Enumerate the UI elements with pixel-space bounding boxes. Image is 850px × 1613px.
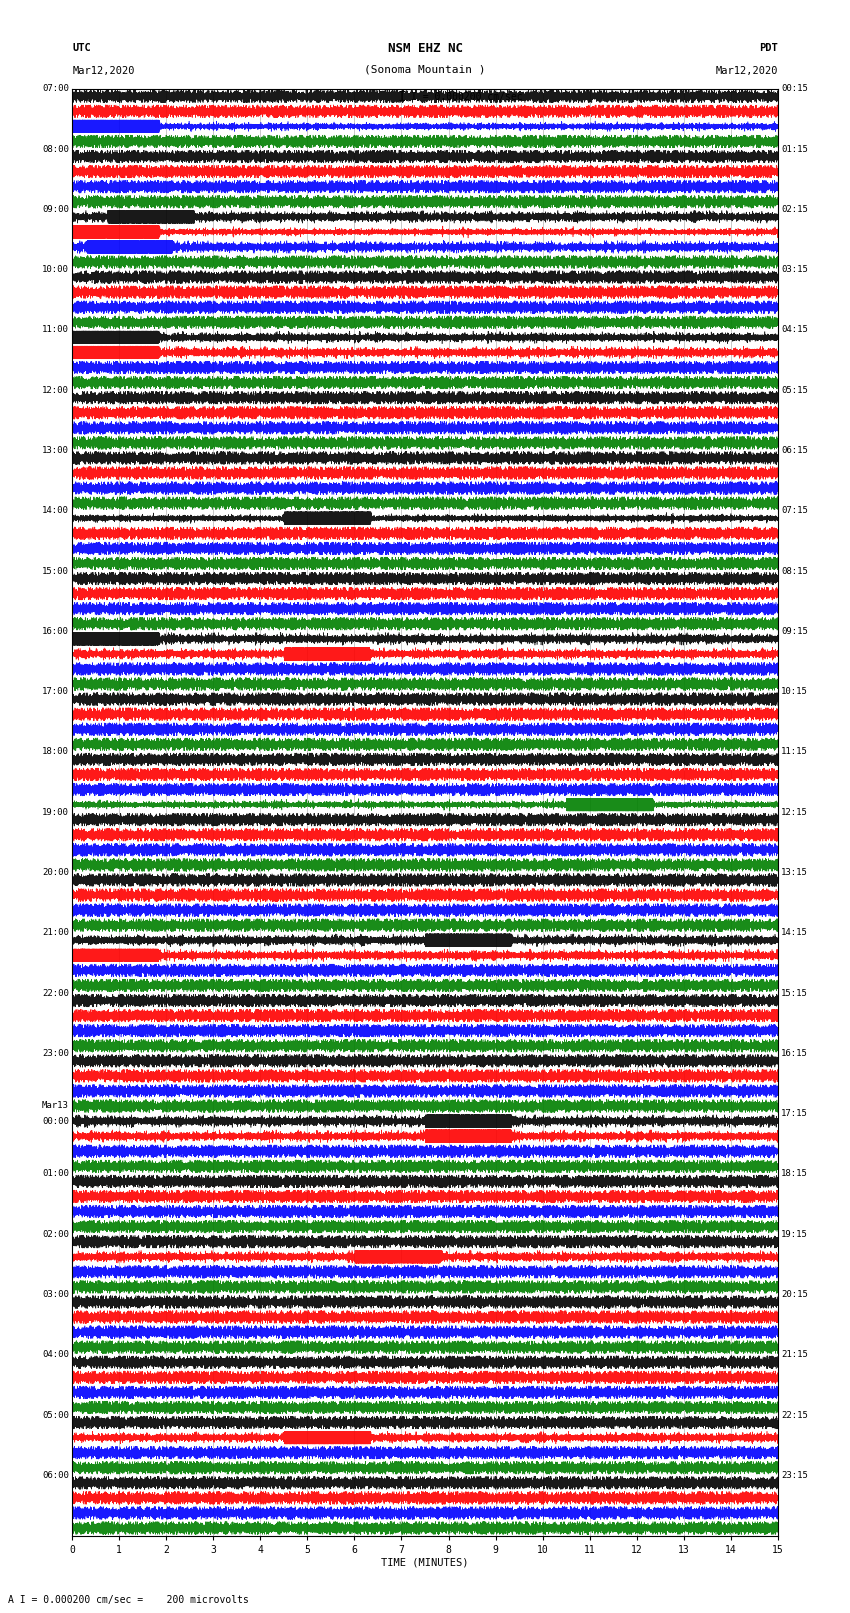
Text: UTC: UTC [72,44,91,53]
Text: 16:15: 16:15 [781,1048,808,1058]
Text: 21:00: 21:00 [42,927,69,937]
Text: 18:15: 18:15 [781,1169,808,1179]
Text: 14:15: 14:15 [781,927,808,937]
Text: 18:00: 18:00 [42,747,69,756]
Text: 13:15: 13:15 [781,868,808,877]
Text: 11:00: 11:00 [42,326,69,334]
Text: I = 0.000200 cm/sec: I = 0.000200 cm/sec [411,92,522,102]
Text: 09:15: 09:15 [781,627,808,636]
Text: 17:00: 17:00 [42,687,69,697]
Text: 20:15: 20:15 [781,1290,808,1298]
Text: 00:15: 00:15 [781,84,808,94]
Text: 07:15: 07:15 [781,506,808,515]
Text: 12:15: 12:15 [781,808,808,816]
Text: Mar12,2020: Mar12,2020 [72,66,135,76]
Text: 09:00: 09:00 [42,205,69,215]
Text: 19:00: 19:00 [42,808,69,816]
Text: PDT: PDT [759,44,778,53]
Text: 04:00: 04:00 [42,1350,69,1360]
Text: 20:00: 20:00 [42,868,69,877]
Text: 23:15: 23:15 [781,1471,808,1479]
Text: 08:00: 08:00 [42,145,69,153]
Text: 01:15: 01:15 [781,145,808,153]
Text: 12:00: 12:00 [42,386,69,395]
Text: Mar13: Mar13 [42,1102,69,1110]
Text: 05:00: 05:00 [42,1410,69,1419]
Text: 03:00: 03:00 [42,1290,69,1298]
Text: 00:00: 00:00 [42,1116,69,1126]
Text: 17:15: 17:15 [781,1110,808,1118]
Text: 07:00: 07:00 [42,84,69,94]
Text: 14:00: 14:00 [42,506,69,515]
Text: 22:15: 22:15 [781,1410,808,1419]
Text: 10:15: 10:15 [781,687,808,697]
Text: I: I [398,90,406,103]
Text: 15:00: 15:00 [42,566,69,576]
Text: A I = 0.000200 cm/sec =    200 microvolts: A I = 0.000200 cm/sec = 200 microvolts [8,1595,249,1605]
Text: 13:00: 13:00 [42,445,69,455]
Text: 22:00: 22:00 [42,989,69,997]
X-axis label: TIME (MINUTES): TIME (MINUTES) [382,1558,468,1568]
Text: 06:15: 06:15 [781,445,808,455]
Text: (Sonoma Mountain ): (Sonoma Mountain ) [365,65,485,74]
Text: NSM EHZ NC: NSM EHZ NC [388,42,462,55]
Text: 15:15: 15:15 [781,989,808,997]
Text: 23:00: 23:00 [42,1048,69,1058]
Text: 03:15: 03:15 [781,265,808,274]
Text: 02:00: 02:00 [42,1229,69,1239]
Text: 01:00: 01:00 [42,1169,69,1179]
Text: 16:00: 16:00 [42,627,69,636]
Text: 19:15: 19:15 [781,1229,808,1239]
Text: 11:15: 11:15 [781,747,808,756]
Text: 04:15: 04:15 [781,326,808,334]
Text: 05:15: 05:15 [781,386,808,395]
Text: 08:15: 08:15 [781,566,808,576]
Text: 10:00: 10:00 [42,265,69,274]
Text: 21:15: 21:15 [781,1350,808,1360]
Text: 06:00: 06:00 [42,1471,69,1479]
Text: Mar12,2020: Mar12,2020 [715,66,778,76]
Text: 02:15: 02:15 [781,205,808,215]
